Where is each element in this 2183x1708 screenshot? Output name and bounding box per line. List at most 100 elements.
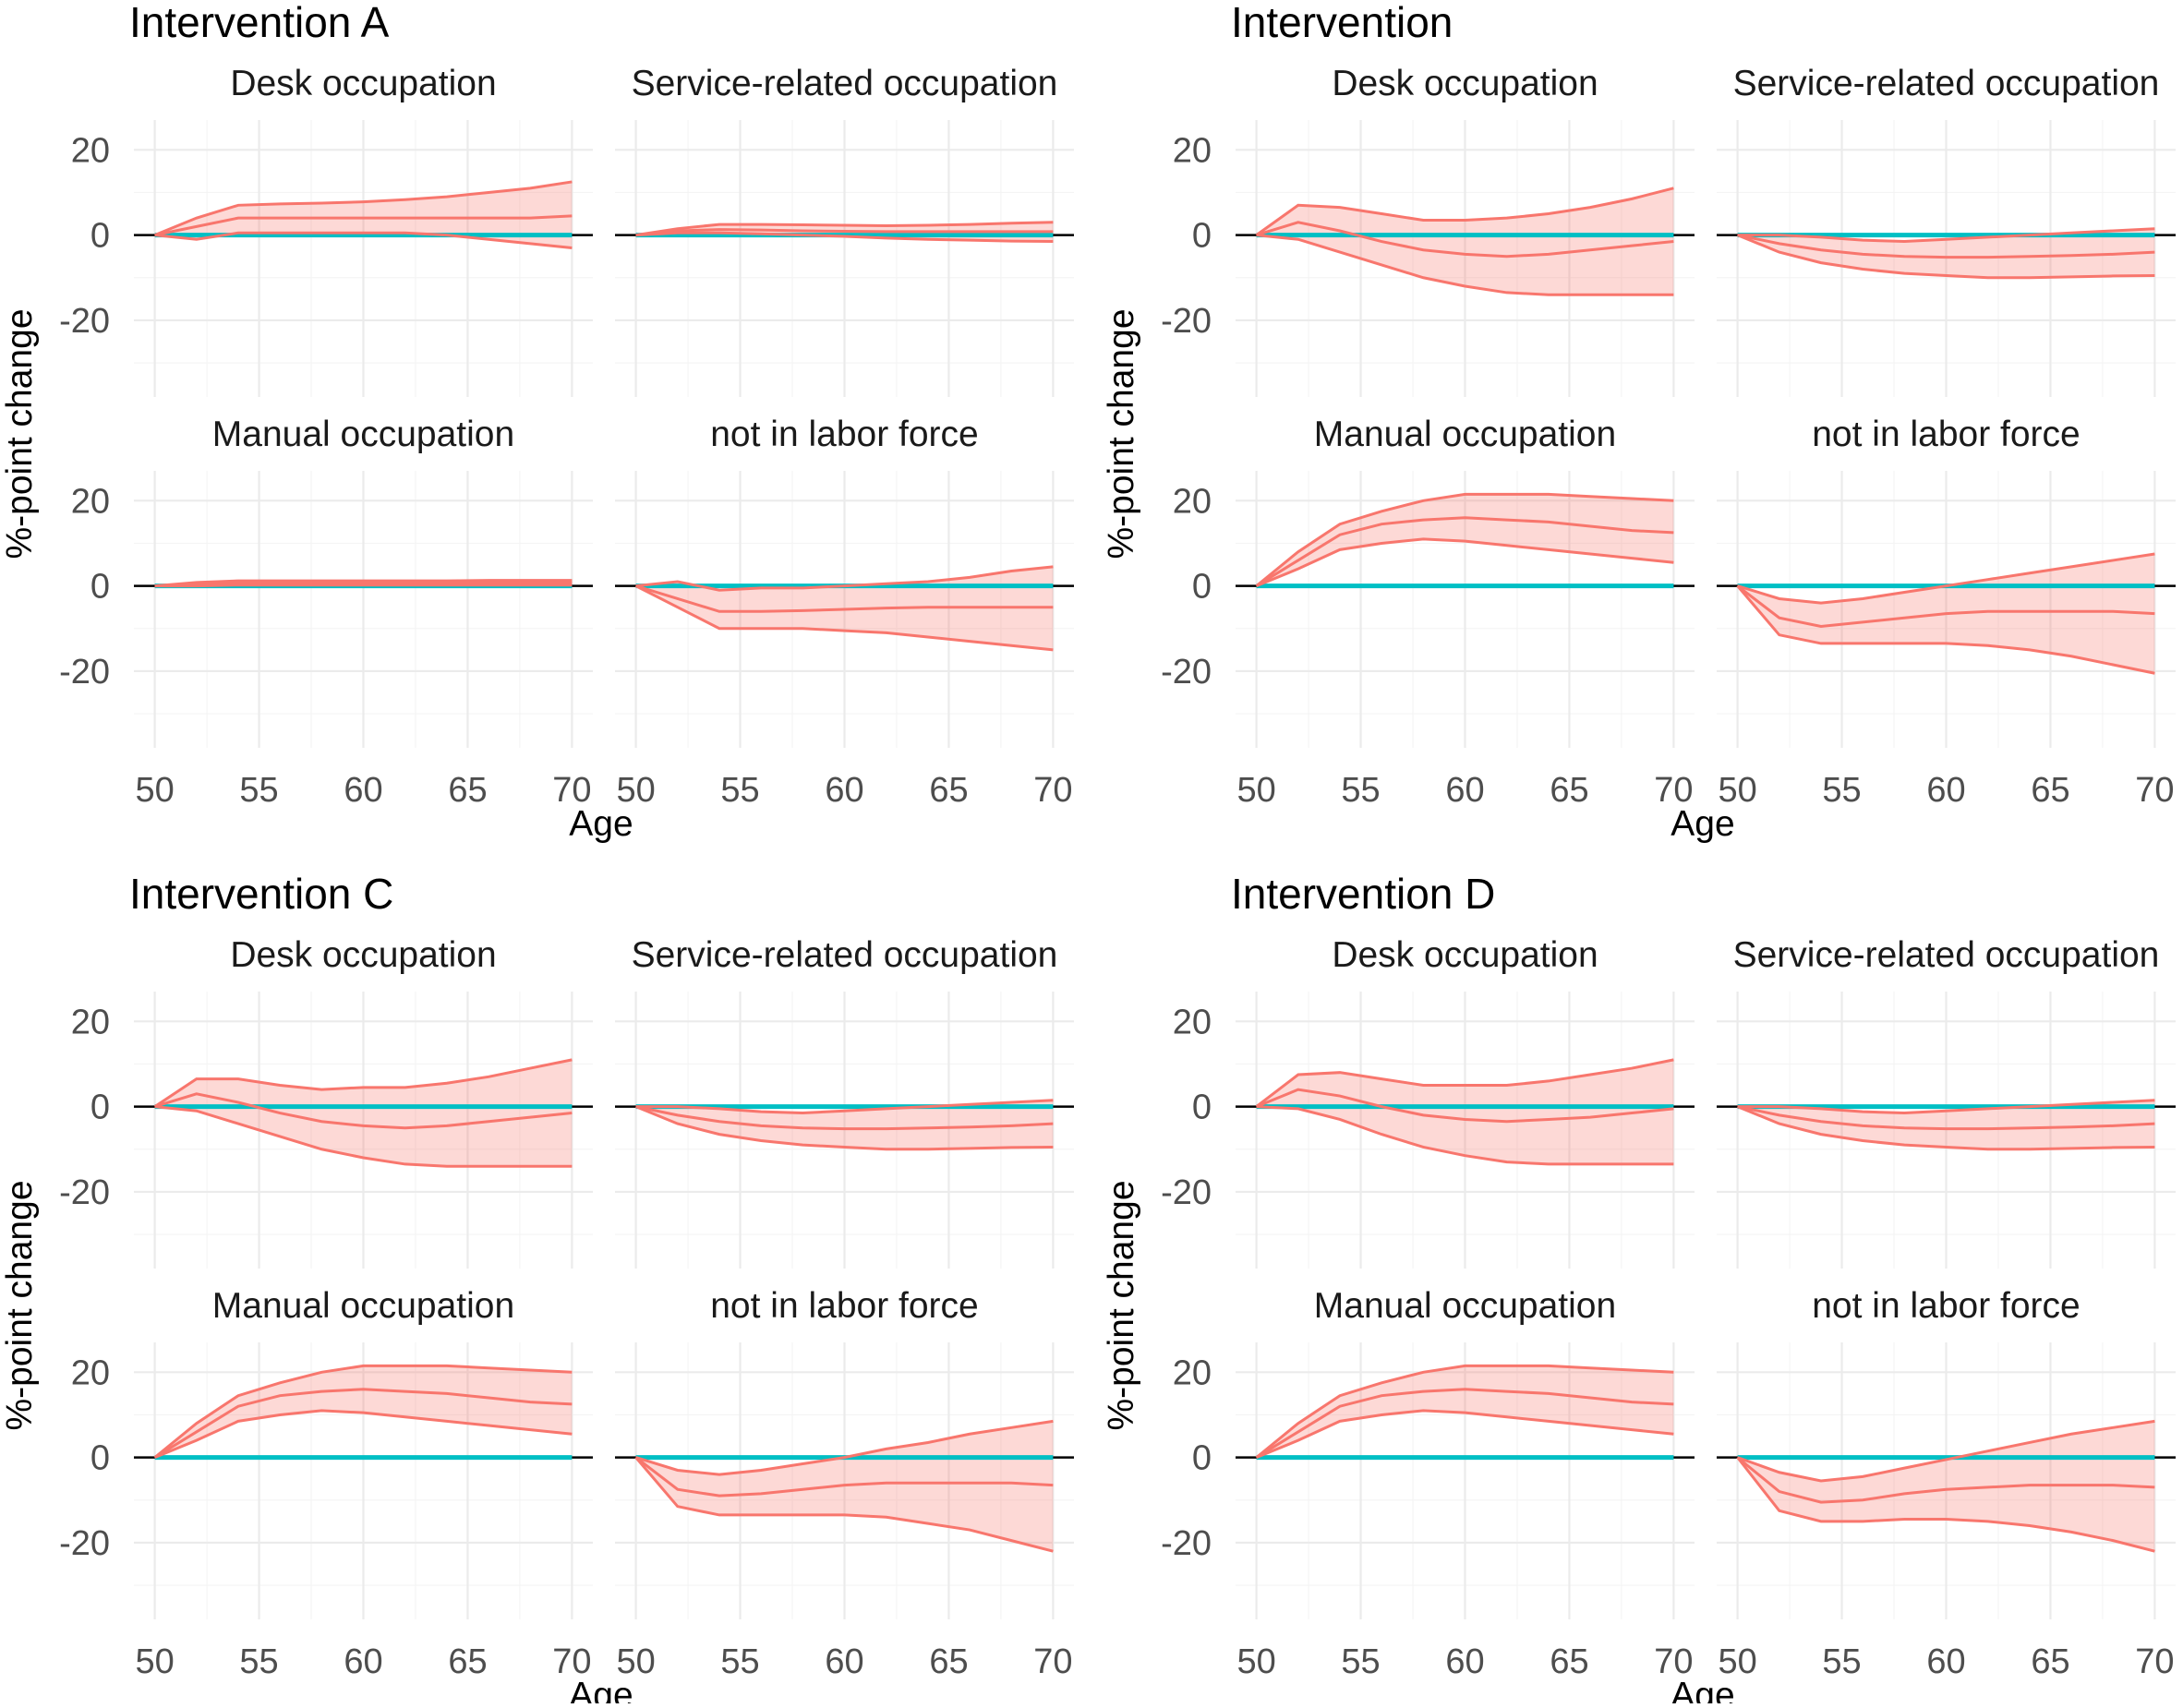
x-tick-label: 50	[135, 771, 174, 810]
estimate-line-mid	[635, 228, 1054, 237]
x-tick-label: 60	[1926, 771, 1965, 810]
x-tick-label: 50	[1718, 1642, 1756, 1681]
x-tick-label: 50	[616, 1642, 655, 1681]
strip-label: Manual occupation	[1314, 415, 1616, 454]
facet-panel-3: Manual occupation 20 0 -20 50 55 60 65 70	[1161, 415, 1695, 810]
estimate-line-mid	[1255, 516, 1674, 587]
x-tick-label: 70	[1654, 1642, 1693, 1681]
x-tick-label: 60	[344, 771, 382, 810]
y-tick-label: 20	[1173, 1353, 1212, 1392]
estimate-line-lower	[1256, 1409, 1674, 1460]
confidence-ribbon	[154, 1059, 573, 1167]
facet-panel-4: not in labor force 50 55 60 65 70	[615, 1286, 1074, 1681]
x-tick-label: 65	[929, 771, 968, 810]
y-axis-title: %-point change	[0, 308, 40, 559]
x-tick-label: 60	[825, 1642, 863, 1681]
x-tick-label: 60	[1926, 1642, 1965, 1681]
facet-group-4: Intervention D %-point change Desk occupat…	[1102, 870, 2176, 1708]
x-tick-label: 50	[1718, 771, 1756, 810]
confidence-ribbon	[1256, 187, 1674, 295]
strip-label: Desk occupation	[230, 935, 496, 975]
x-tick-label: 65	[2031, 771, 2069, 810]
y-axis-title: %-point change	[1102, 1180, 1141, 1430]
x-tick-label: 55	[239, 1642, 278, 1681]
strip-label: not in labor force	[1812, 415, 2080, 454]
facet-panel-2: Service-related occupation	[1717, 935, 2176, 1269]
y-tick-label: 0	[90, 1439, 110, 1478]
strip-label: not in labor force	[710, 415, 979, 454]
estimate-line-mid	[1256, 1088, 1674, 1124]
facet-group-3: Intervention C %-point change Desk occupat…	[0, 870, 1074, 1708]
estimate-line-mid	[1737, 234, 2155, 259]
x-tick-label: 65	[2031, 1642, 2069, 1681]
estimate-line-lower	[1737, 1105, 2155, 1151]
facet-panel-3: Manual occupation 20 0 -20 50 55 60 65 70	[1161, 1286, 1695, 1681]
facet-panel-1: Desk occupation 20 0 -20	[59, 935, 593, 1269]
y-tick-label: 0	[1192, 568, 1212, 607]
x-axis-title: Age	[1670, 1676, 1734, 1703]
x-tick-label: 65	[1550, 1642, 1588, 1681]
estimate-line-upper	[1737, 227, 2155, 244]
group-title: Intervention C	[129, 870, 393, 918]
estimate-line-upper	[154, 180, 573, 237]
facet-panel-2: Service-related occupation	[615, 935, 1074, 1269]
facet-panel-1: Desk occupation 20 0 -20	[1161, 935, 1695, 1269]
x-tick-label: 65	[448, 1642, 487, 1681]
strip-label: Desk occupation	[1332, 64, 1598, 103]
y-tick-label: 0	[1192, 217, 1212, 256]
x-tick-label: 60	[825, 771, 863, 810]
strip-label: Desk occupation	[230, 64, 496, 103]
y-tick-label: 20	[1173, 482, 1212, 521]
y-tick-label: -20	[1161, 1524, 1212, 1563]
estimate-line-upper	[153, 1364, 573, 1459]
estimate-line-mid	[634, 1456, 1054, 1498]
x-tick-label: 50	[616, 771, 655, 810]
x-tick-label: 50	[135, 1642, 174, 1681]
estimate-line-upper	[1255, 492, 1674, 587]
estimate-line-mid	[1736, 584, 2155, 628]
y-tick-label: -20	[59, 1524, 110, 1563]
estimate-line-upper	[1737, 1099, 2155, 1115]
estimate-line-lower	[1256, 537, 1674, 588]
estimate-line-upper	[1255, 1364, 1674, 1459]
estimate-line-lower	[635, 1105, 1054, 1151]
x-tick-label: 70	[552, 771, 591, 810]
x-tick-label: 70	[2135, 1642, 2174, 1681]
x-axis-title: Age	[569, 804, 633, 844]
estimate-line-lower	[154, 231, 573, 249]
x-tick-label: 55	[1822, 1642, 1861, 1681]
strip-label: Manual occupation	[212, 415, 514, 454]
y-tick-label: 20	[71, 1003, 110, 1041]
strip-label: Service-related occupation	[632, 935, 1058, 975]
y-tick-label: 20	[71, 131, 110, 170]
estimate-line-lower	[154, 1409, 573, 1460]
x-tick-label: 55	[1341, 1642, 1380, 1681]
y-tick-label: -20	[59, 302, 110, 341]
estimate-line-lower	[154, 1105, 573, 1168]
estimate-line-lower	[635, 231, 1054, 244]
x-tick-label: 60	[1445, 1642, 1484, 1681]
x-tick-label: 60	[344, 1642, 382, 1681]
x-tick-label: 65	[1550, 771, 1588, 810]
strip-label: Service-related occupation	[1733, 935, 2160, 975]
estimate-line-upper	[154, 579, 573, 588]
x-axis-title: Age	[569, 1676, 633, 1703]
y-tick-label: 20	[71, 1353, 110, 1392]
x-tick-label: 70	[552, 1642, 591, 1681]
estimate-line-mid	[635, 584, 1054, 613]
estimate-line-mid	[1255, 1388, 1674, 1459]
estimate-line-upper	[1737, 552, 2155, 605]
confidence-ribbon	[1256, 1059, 1674, 1164]
estimate-line-mid	[154, 1092, 573, 1130]
y-tick-label: -20	[1161, 302, 1212, 341]
y-tick-label: 20	[1173, 1003, 1212, 1041]
y-tick-label: 0	[1192, 1089, 1212, 1127]
estimate-line-upper	[635, 1419, 1054, 1476]
strip-label: not in labor force	[710, 1286, 979, 1326]
estimate-line-mid	[635, 1105, 1054, 1131]
facet-panel-3: Manual occupation 20 0 -20 50 55 60 65 70	[59, 1286, 593, 1681]
estimate-line-mid	[154, 581, 573, 588]
x-tick-label: 50	[1236, 771, 1275, 810]
